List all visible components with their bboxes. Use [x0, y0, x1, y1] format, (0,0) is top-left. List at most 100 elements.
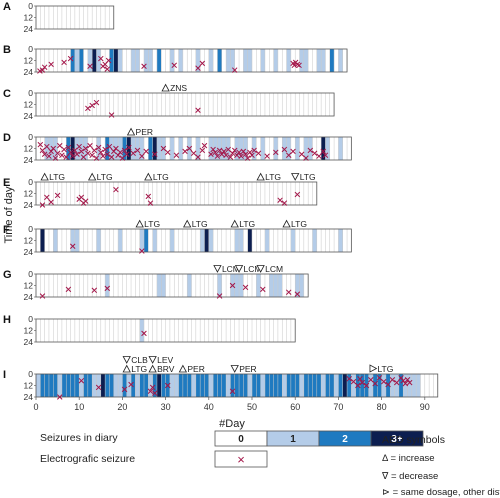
cross-stroke: [291, 62, 298, 69]
diary-day-cell: [161, 374, 166, 397]
electrographic-seizure-mark: [39, 147, 46, 154]
cross-stroke: [285, 289, 292, 295]
electrographic-seizure-mark: [128, 381, 134, 388]
cross-stroke: [87, 142, 93, 149]
aed-symbol: [183, 219, 192, 228]
electrographic-seizure-mark: [322, 152, 329, 158]
diary-day-cell: [299, 274, 304, 297]
panel-background: [36, 93, 335, 116]
diary-day-cell: [226, 49, 231, 72]
cross-stroke: [195, 107, 201, 114]
cross-stroke: [249, 152, 255, 158]
diary-day-cell: [234, 229, 240, 252]
electrographic-seizure-mark: [195, 107, 201, 114]
aed-drug-label: PER: [187, 364, 204, 374]
electrographic-seizure-mark: [320, 148, 327, 155]
diary-day-cell: [126, 137, 132, 160]
diary-day-cell: [368, 374, 373, 397]
aed-symbol: [122, 364, 131, 373]
cross-stroke: [48, 61, 54, 68]
aed-symbol: [144, 172, 153, 181]
cross-stroke: [355, 382, 361, 389]
diary-day-cell: [74, 229, 80, 252]
cross-stroke: [400, 377, 406, 384]
y-tick-label: 24: [24, 392, 34, 402]
cross-stroke: [48, 199, 54, 205]
cross-stroke: [398, 375, 404, 381]
cross-stroke: [141, 330, 147, 337]
electrographic-seizure-mark: [69, 243, 76, 250]
aed-symbol: [161, 83, 170, 92]
aed-symbol: [369, 364, 378, 373]
cross-stroke: [67, 149, 74, 156]
electrographic-seizure-mark: [406, 379, 413, 386]
diary-day-cell: [239, 274, 244, 297]
cross-stroke: [229, 150, 236, 157]
diary-day-cell: [187, 274, 192, 297]
electrographic-seizure-mark: [296, 62, 302, 69]
diary-day-cell: [96, 229, 101, 252]
electrographic-seizure-mark: [281, 200, 288, 206]
diary-day-cell: [195, 374, 201, 397]
electrographic-seizure-mark: [229, 388, 236, 395]
x-axis: 0 10 20 30 40 50 60 70 80 90: [33, 397, 430, 412]
electrographic-seizure-mark: [210, 146, 216, 153]
diary-day-cell: [264, 374, 270, 397]
diary-day-cell: [135, 49, 140, 72]
cross-stroke: [95, 384, 102, 391]
diary-day-cell: [252, 374, 257, 397]
electrographic-seizure-mark: [247, 149, 253, 156]
y-tick-label: 12: [24, 144, 34, 154]
cross-stroke: [69, 243, 76, 250]
aed-annotation: LCM: [256, 264, 283, 274]
cross-stroke: [54, 192, 61, 199]
diary-day-cell: [264, 229, 270, 252]
diary-day-cell: [40, 374, 45, 397]
cross-stroke: [229, 388, 236, 395]
x-tick-label: 30: [161, 402, 171, 412]
y-tick-label: 0: [28, 1, 33, 11]
cross-stroke: [152, 390, 158, 396]
electrographic-seizure-mark: [219, 151, 225, 158]
diary-day-cell: [260, 49, 265, 72]
cross-stroke: [143, 148, 149, 155]
diary-day-cell: [321, 137, 326, 160]
diary-day-cell: [256, 274, 261, 297]
diary-day-cell: [308, 137, 313, 160]
diary-day-cell: [303, 49, 309, 72]
diary-day-cell: [217, 374, 222, 397]
y-tick-label: 12: [24, 236, 34, 246]
diary-day-cell: [92, 49, 97, 72]
diary-day-cell: [156, 49, 162, 72]
cross-stroke: [57, 394, 63, 400]
cross-stroke: [46, 153, 52, 159]
legend-cross-symbol: ×: [237, 452, 245, 467]
aed-drug-label: LCM: [244, 264, 262, 274]
electrographic-seizure-mark: [208, 151, 214, 158]
aed-symbol: [148, 356, 157, 364]
electrographic-seizure-mark: [85, 150, 91, 157]
electrographic-seizure-mark: [291, 62, 298, 69]
diary-day-cell: [217, 274, 222, 297]
cross-stroke: [238, 153, 244, 159]
electrographic-seizure-mark: [37, 141, 44, 148]
panel-background: [36, 182, 317, 205]
cross-stroke: [121, 386, 128, 393]
y-tick-label: 12: [24, 189, 34, 199]
cross-stroke: [225, 146, 231, 153]
diary-day-cell: [36, 374, 41, 397]
diary-day-cell: [96, 374, 101, 397]
cross-stroke: [57, 142, 63, 149]
diary-day-cell: [208, 229, 214, 252]
electrographic-seizure-mark: [165, 382, 171, 389]
cross-stroke: [44, 143, 50, 150]
electrographic-seizure-mark: [80, 154, 87, 160]
electrographic-seizure-mark: [123, 151, 130, 158]
cross-stroke: [98, 55, 104, 62]
aed-symbol: [126, 127, 136, 136]
electrographic-seizure-mark: [100, 153, 106, 159]
electrographic-seizure-mark: [244, 155, 251, 161]
cross-stroke: [186, 145, 193, 152]
diary-day-cell: [303, 374, 309, 397]
